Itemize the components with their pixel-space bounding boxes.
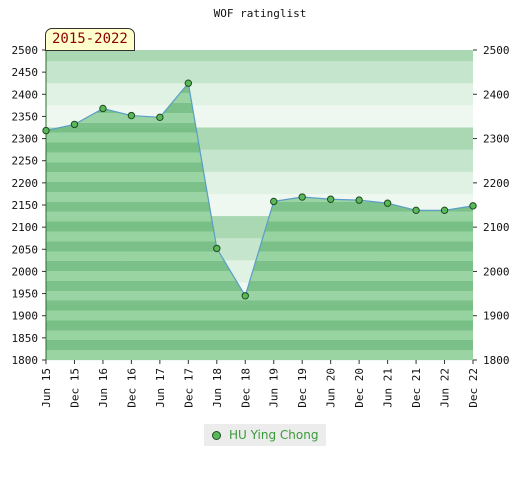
plot-band	[46, 127, 473, 140]
x-tick-label: Jun 16	[97, 368, 110, 408]
x-tick-label: Jun 20	[325, 368, 338, 408]
y-tick-label-left: 2350	[12, 110, 39, 123]
x-tick-label: Dec 19	[296, 368, 309, 408]
y-tick-label-left: 2450	[12, 66, 39, 79]
data-point	[440, 206, 449, 215]
y-axis-left: 1800 1850 1900 1950 2000 2050 2100 2150 2200 2250…	[12, 44, 46, 367]
data-point	[127, 111, 136, 120]
data-point	[42, 126, 50, 135]
plot-band	[46, 149, 473, 162]
y-tick-label-left: 2100	[12, 221, 39, 234]
x-tick-label: Jun 19	[268, 368, 281, 408]
plot-band	[46, 238, 473, 250]
legend-label: HU Ying Chong	[229, 428, 319, 442]
y-tick-label-right: 1800	[483, 354, 510, 367]
y-tick-label-left: 2150	[12, 199, 39, 212]
data-point	[355, 196, 363, 204]
plot-band	[46, 160, 473, 173]
y-tick-label-right: 1900	[483, 310, 510, 323]
data-markers	[42, 79, 477, 300]
y-tick-label-right: 2300	[483, 133, 510, 146]
period-badge: 2015-2022	[45, 28, 135, 51]
y-tick-label-right: 2100	[483, 221, 510, 234]
legend[interactable]: HU Ying Chong	[204, 424, 327, 446]
x-tick-label: Dec 15	[68, 368, 81, 408]
series-line	[45, 81, 474, 298]
x-tick-label: Jun 18	[211, 368, 224, 408]
plot-band	[46, 83, 473, 95]
y-tick-label-left: 1950	[12, 288, 39, 301]
y-tick-label-right: 2400	[483, 88, 510, 101]
y-tick-label-left: 2500	[12, 44, 39, 57]
plot-band	[46, 105, 473, 117]
x-tick-label: Dec 18	[239, 368, 252, 408]
x-tick-label: Dec 21	[410, 368, 423, 408]
data-point	[213, 244, 221, 253]
y-tick-label-right: 2000	[483, 265, 510, 278]
data-point	[383, 199, 392, 207]
plot-band	[46, 138, 473, 151]
y-tick-label-left: 1800	[12, 354, 39, 367]
y-tick-label-left: 2300	[12, 133, 39, 146]
y-tick-label-left: 2000	[12, 265, 39, 278]
y-tick-label-right: 2200	[483, 177, 510, 190]
y-tick-label-left: 1850	[12, 332, 39, 345]
x-axis: Jun 15 Dec 15 Jun 16 Dec 16 Jun 17 Dec 17 Jun …	[40, 360, 480, 408]
x-tick-label: Dec 17	[182, 368, 195, 408]
plot-band	[46, 61, 473, 73]
data-point	[241, 292, 249, 300]
x-tick-label: Jun 22	[439, 368, 452, 408]
y-axis-right: 1800 1900 2000 2100 2200 2300 2400 2500	[473, 44, 510, 367]
data-point	[70, 120, 79, 129]
plot-band	[46, 94, 473, 106]
legend-marker	[212, 430, 221, 440]
y-tick-label-left: 1900	[12, 310, 39, 323]
y-tick-label-left: 2050	[12, 243, 39, 256]
plot-band	[46, 227, 473, 239]
data-point	[412, 206, 420, 215]
plot-band	[46, 50, 473, 62]
x-tick-label: Jun 21	[382, 368, 395, 408]
y-tick-label-left: 2400	[12, 88, 39, 101]
x-tick-label: Jun 17	[154, 368, 167, 408]
data-point	[326, 195, 335, 203]
data-point	[184, 79, 193, 87]
plot-band	[46, 116, 473, 128]
data-point	[270, 197, 278, 206]
plot-band	[46, 216, 473, 228]
data-point	[298, 193, 306, 201]
x-tick-label: Dec 16	[125, 368, 138, 408]
plot-band	[46, 182, 473, 195]
series-area	[46, 83, 473, 360]
data-point	[156, 113, 164, 122]
y-tick-label-left: 2200	[12, 177, 39, 190]
plot-band	[46, 171, 473, 184]
y-tick-label-left: 2250	[12, 155, 39, 168]
y-tick-label-right: 2500	[483, 44, 510, 57]
plot-band	[46, 205, 473, 217]
x-tick-label: Dec 22	[467, 368, 480, 408]
chart-title: WOF ratinglist	[214, 7, 307, 20]
x-tick-label: Dec 20	[353, 368, 366, 408]
plot-band	[46, 193, 473, 206]
plot-band	[46, 72, 473, 84]
data-point	[469, 202, 477, 210]
x-tick-label: Jun 15	[40, 368, 53, 408]
data-point	[99, 104, 107, 113]
